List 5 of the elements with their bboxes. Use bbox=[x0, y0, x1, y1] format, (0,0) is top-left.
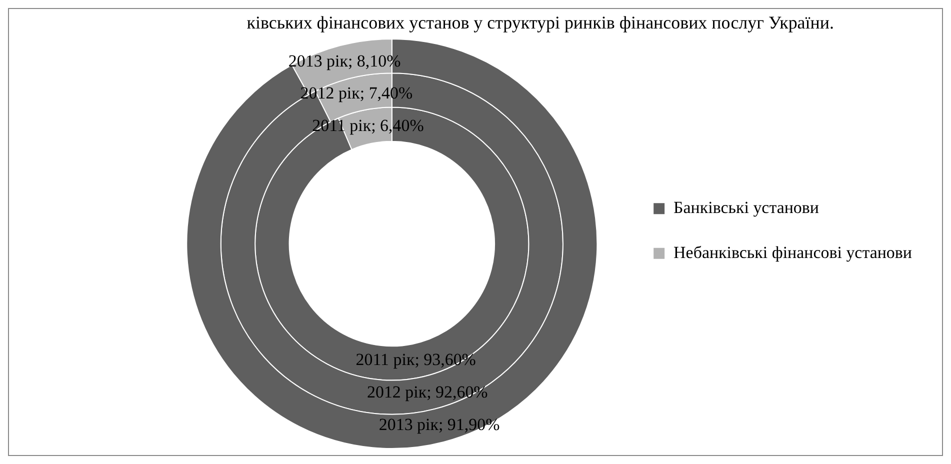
chart-title: ківських фінансових установ у структурі ринків фінансових послуг України. bbox=[246, 12, 834, 32]
legend-label: Банківські установи bbox=[674, 198, 819, 218]
data-label: 2012 рік; 7,40% bbox=[300, 84, 413, 103]
data-label: 2013 рік; 8,10% bbox=[288, 52, 401, 71]
legend-label: Небанківські фінансові установи bbox=[674, 242, 912, 262]
